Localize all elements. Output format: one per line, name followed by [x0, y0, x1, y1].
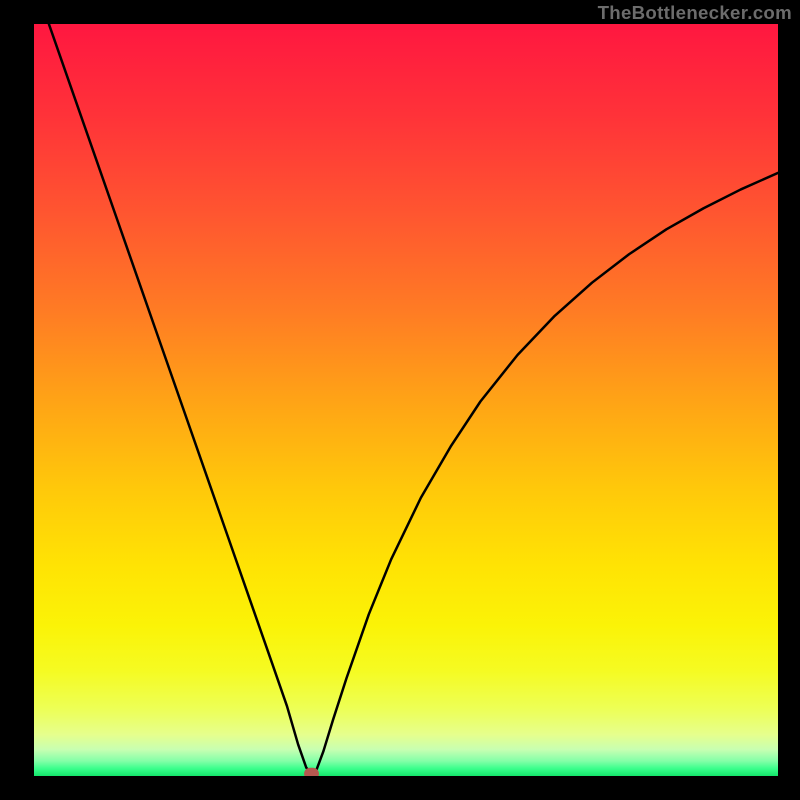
chart-background — [34, 24, 778, 776]
canvas-root: TheBottlenecker.com — [0, 0, 800, 800]
chart-svg — [34, 24, 778, 776]
watermark-text: TheBottlenecker.com — [598, 2, 792, 24]
plot-area — [34, 24, 778, 776]
